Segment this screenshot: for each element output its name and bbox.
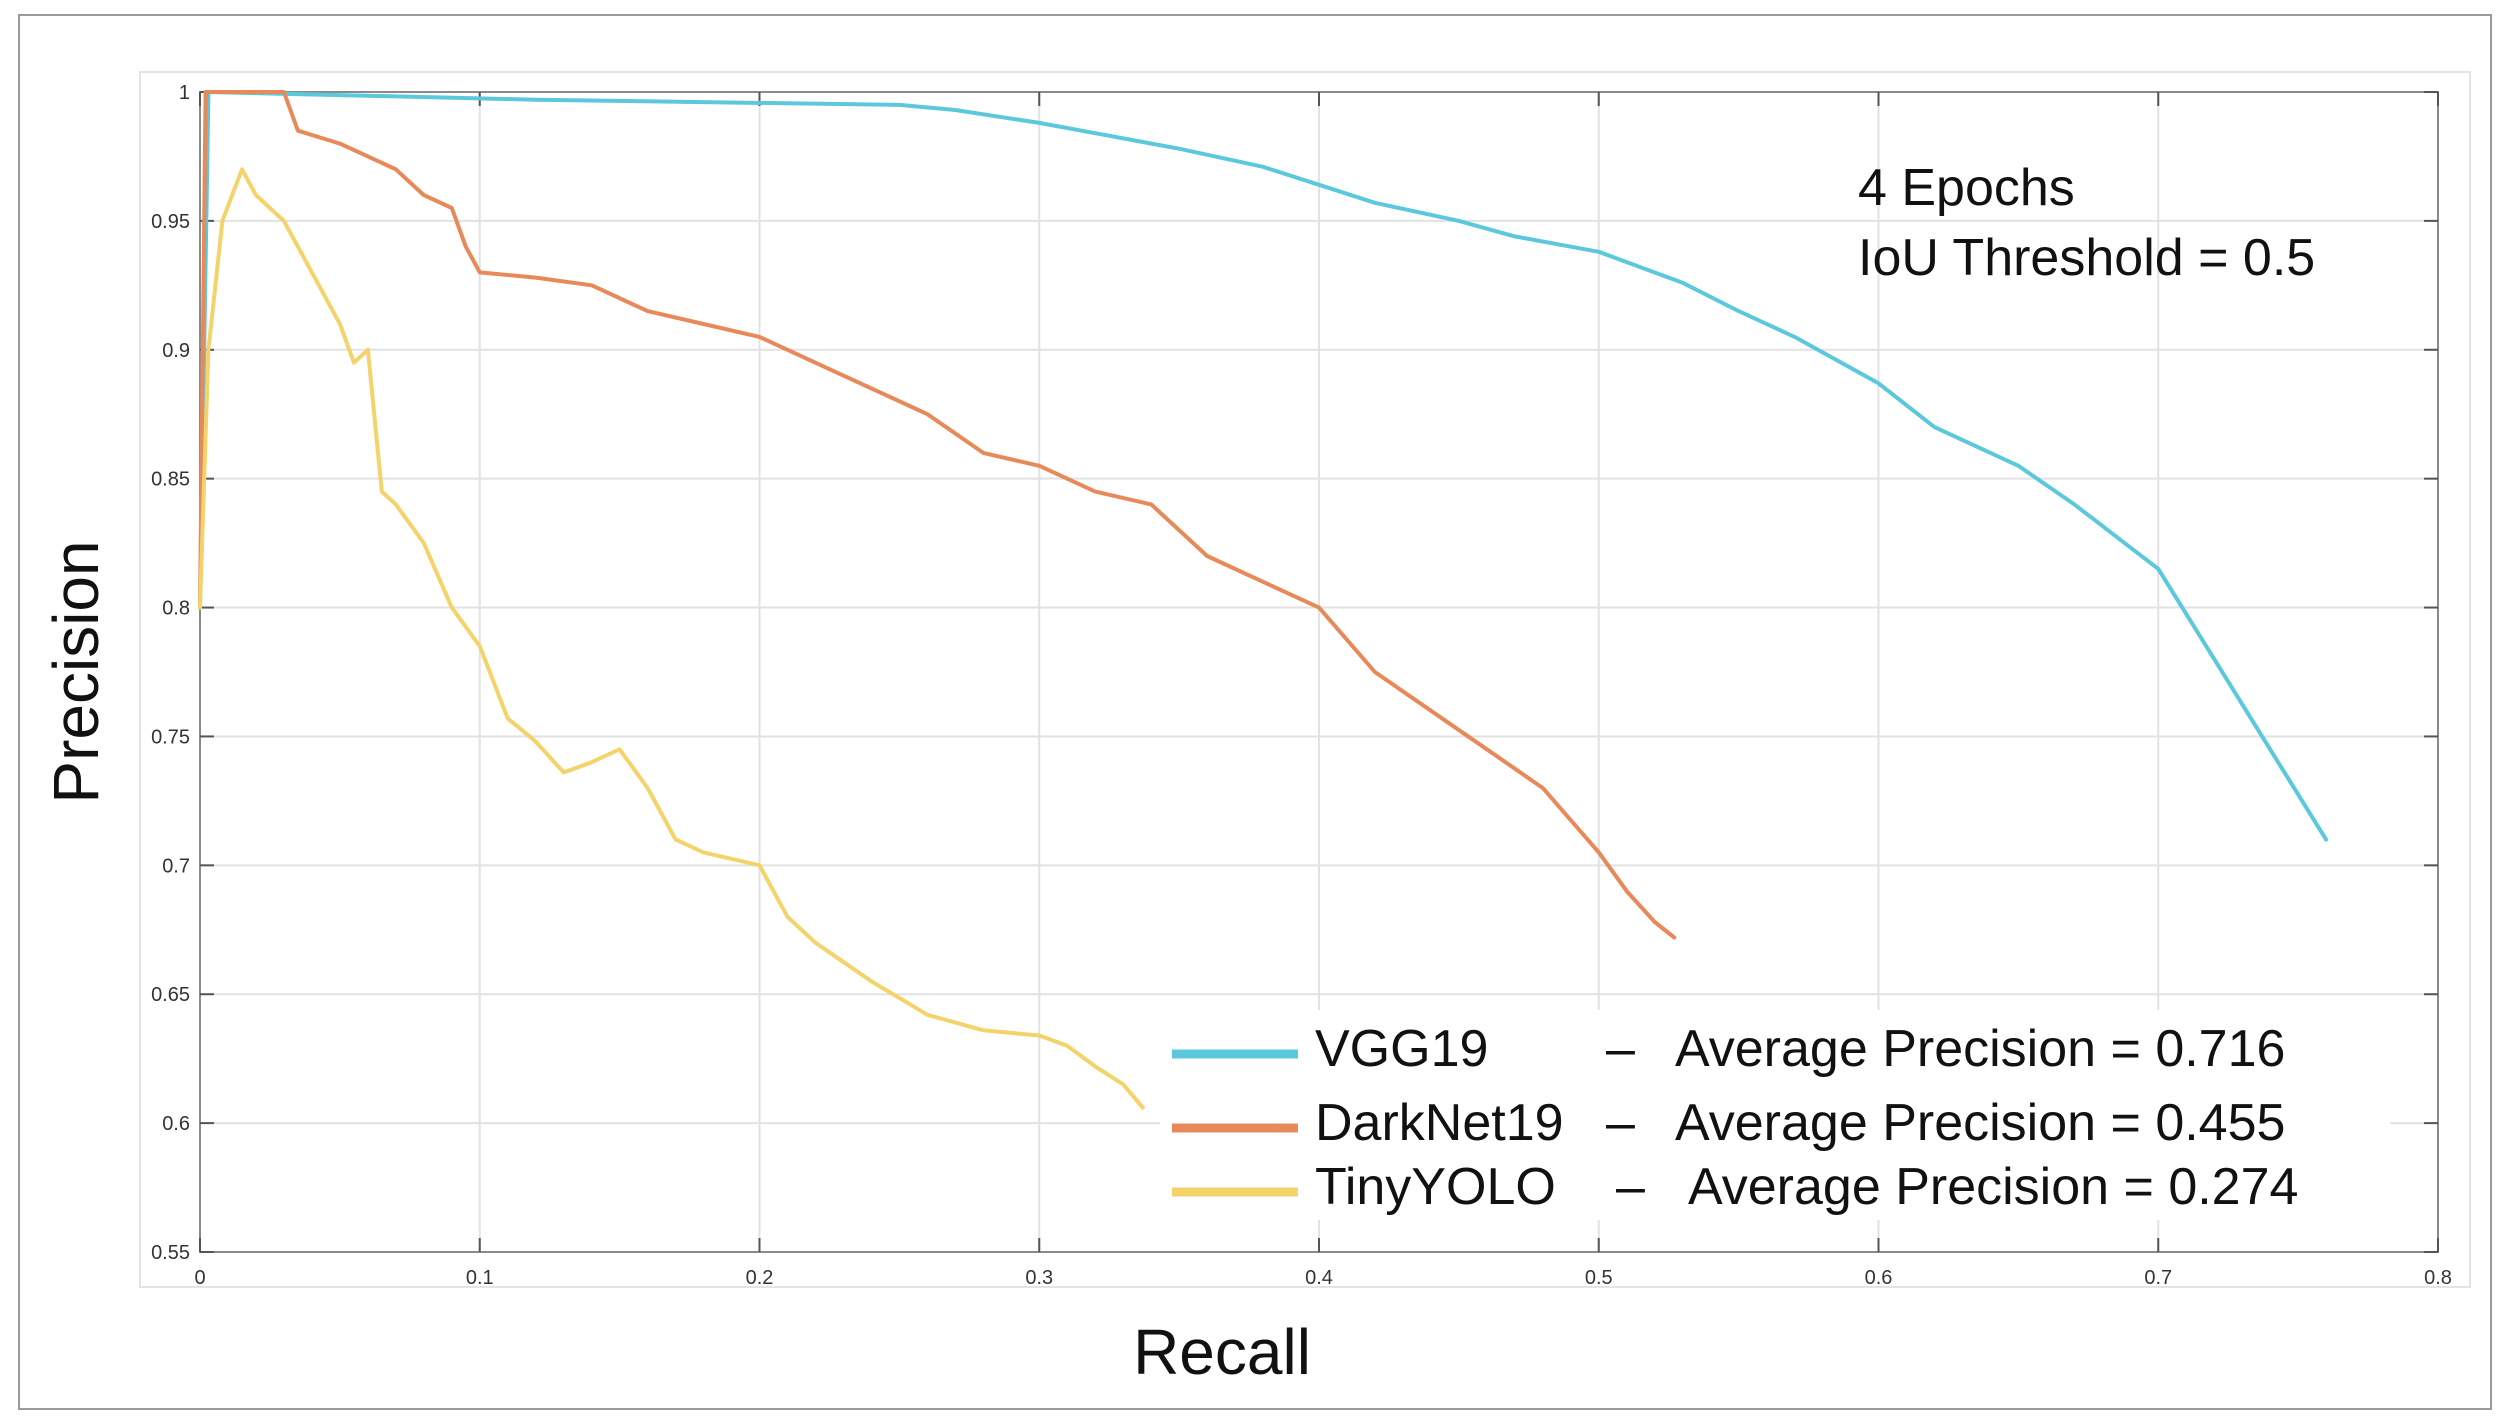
series-lines xyxy=(198,90,2329,1110)
x-tick-label: 0.4 xyxy=(1305,1267,1333,1289)
legend-dash-vgg19: – xyxy=(1606,1020,1635,1078)
series-line-darknet19 xyxy=(198,90,1677,940)
legend-label-darknet19: DarkNet19 xyxy=(1315,1094,1564,1152)
axis-ticks: 0 0.1 0.2 0.3 0.4 0.5 0.6 0.7 0.8 0.55 0.6 0.65 0.7 0… xyxy=(151,82,2452,1289)
y-tick-label: 0.95 xyxy=(151,211,190,233)
y-axis-title: Precision xyxy=(40,540,112,803)
y-tick-label: 0.85 xyxy=(151,469,190,491)
series-line-tinyyolo xyxy=(198,167,1145,1110)
x-tick-label: 0 xyxy=(194,1267,205,1289)
legend: VGG19 – Average Precision = 0.716 DarkNe… xyxy=(1160,1010,2390,1220)
legend-detail-tinyyolo: Average Precision = 0.274 xyxy=(1688,1158,2298,1216)
y-tick-label: 0.9 xyxy=(162,340,190,362)
x-axis-title: Recall xyxy=(1133,1316,1311,1388)
y-tick-label: 0.7 xyxy=(162,855,190,877)
legend-label-vgg19: VGG19 xyxy=(1315,1020,1488,1078)
series-line-vgg19 xyxy=(198,90,2329,842)
y-tick-label: 0.8 xyxy=(162,598,190,620)
y-tick-label: 1 xyxy=(179,82,190,104)
y-tick-label: 0.6 xyxy=(162,1113,190,1135)
figure-frame xyxy=(18,14,2492,1410)
y-tick-label: 0.65 xyxy=(151,984,190,1006)
legend-label-tinyyolo: TinyYOLO xyxy=(1315,1158,1556,1216)
legend-dash-darknet19: – xyxy=(1606,1094,1635,1152)
x-tick-label: 0.7 xyxy=(2144,1267,2172,1289)
y-tick-label: 0.75 xyxy=(151,726,190,748)
annotation-iou-threshold: IoU Threshold = 0.5 xyxy=(1858,229,2315,287)
x-tick-label: 0.1 xyxy=(466,1267,494,1289)
y-tick-label: 0.55 xyxy=(151,1242,190,1264)
legend-detail-darknet19: Average Precision = 0.455 xyxy=(1675,1094,2285,1152)
x-tick-label: 0.5 xyxy=(1585,1267,1613,1289)
x-tick-label: 0.8 xyxy=(2424,1267,2452,1289)
x-tick-label: 0.2 xyxy=(746,1267,774,1289)
x-tick-label: 0.6 xyxy=(1865,1267,1893,1289)
legend-detail-vgg19: Average Precision = 0.716 xyxy=(1675,1020,2285,1078)
legend-dash-tinyyolo: – xyxy=(1616,1158,1645,1216)
x-tick-label: 0.3 xyxy=(1025,1267,1053,1289)
legend-background xyxy=(1160,1010,2390,1220)
annotation-epochs: 4 Epochs xyxy=(1858,159,2075,217)
